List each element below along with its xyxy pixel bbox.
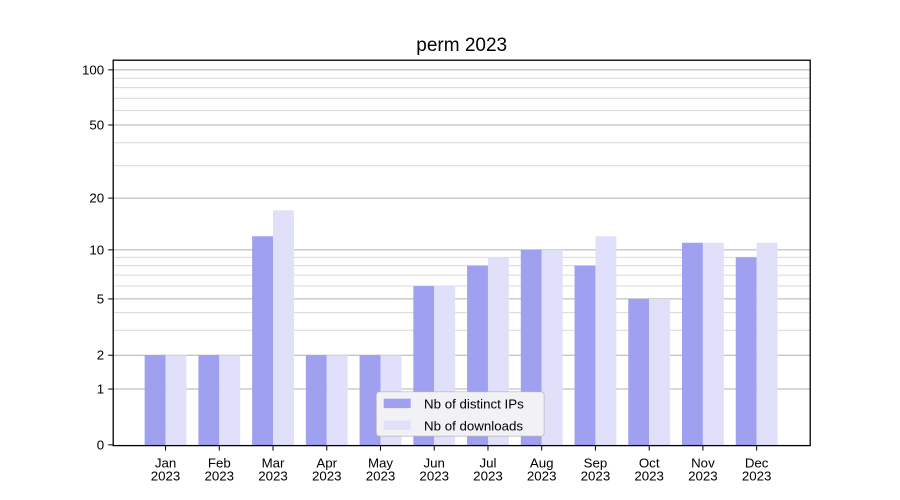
svg-text:perm 2023: perm 2023	[416, 35, 507, 56]
svg-text:2: 2	[97, 348, 104, 363]
svg-text:2023: 2023	[366, 469, 396, 484]
svg-text:2023: 2023	[634, 469, 664, 484]
svg-text:2023: 2023	[204, 469, 234, 484]
svg-text:2023: 2023	[527, 469, 557, 484]
svg-text:2023: 2023	[473, 469, 503, 484]
svg-text:1: 1	[97, 382, 104, 397]
svg-text:2023: 2023	[312, 469, 342, 484]
svg-text:Nb of distinct IPs: Nb of distinct IPs	[424, 397, 524, 412]
svg-text:2023: 2023	[581, 469, 611, 484]
svg-text:2023: 2023	[742, 469, 772, 484]
svg-text:2023: 2023	[688, 469, 718, 484]
svg-text:2023: 2023	[419, 469, 449, 484]
svg-text:5: 5	[97, 291, 104, 306]
svg-text:2023: 2023	[151, 469, 181, 484]
svg-text:10: 10	[89, 242, 104, 257]
svg-text:0: 0	[97, 437, 104, 452]
svg-text:100: 100	[82, 62, 104, 77]
svg-text:Nb of downloads: Nb of downloads	[424, 418, 523, 433]
svg-text:20: 20	[89, 191, 104, 206]
svg-text:50: 50	[89, 118, 104, 133]
svg-text:2023: 2023	[258, 469, 288, 484]
